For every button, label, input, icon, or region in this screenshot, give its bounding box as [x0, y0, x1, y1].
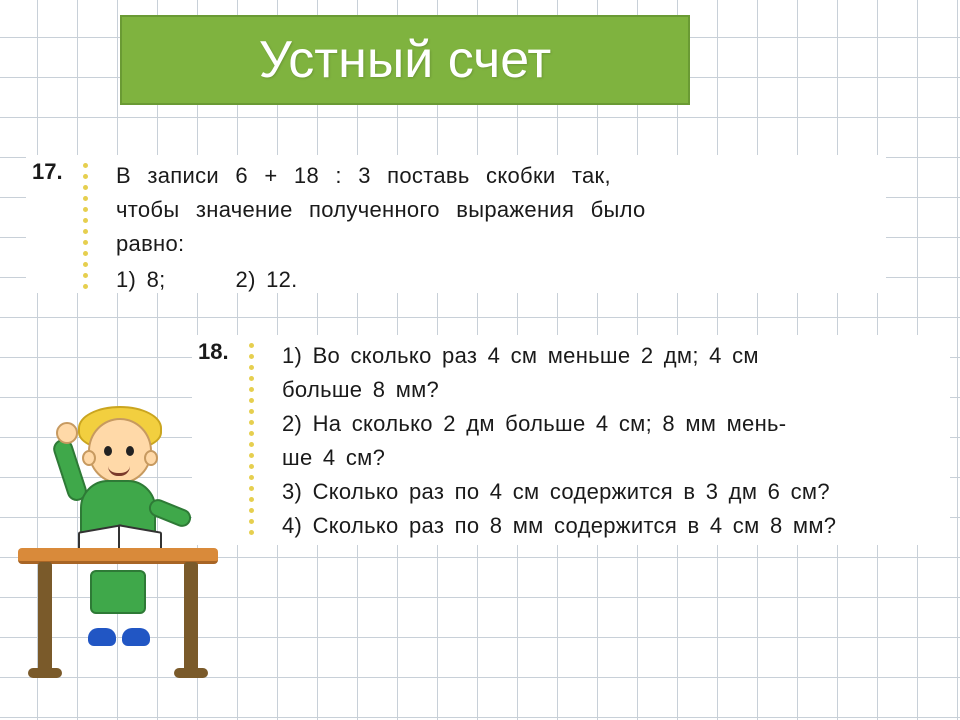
problem-text-line: равно: [116, 227, 886, 261]
problem-text-line: 1) Во сколько раз 4 см меньше 2 дм; 4 см [282, 339, 950, 373]
problem-text-line: ше 4 см? [282, 441, 950, 475]
answer-option: 2) 12. [236, 263, 298, 297]
problem-text-line: больше 8 мм? [282, 373, 950, 407]
problem-17: 17. В записи 6 + 18 : 3 поставь скобки т… [26, 155, 886, 293]
problem-number: 17. [26, 155, 76, 297]
problem-text-line: 4) Сколько раз по 8 мм содержится в 4 см… [282, 509, 950, 543]
answer-option: 1) 8; [116, 263, 166, 297]
page-title: Устный счет [259, 30, 551, 90]
boy-at-desk-illustration [8, 380, 228, 680]
title-box: Устный счет [120, 15, 690, 105]
problem-18: 18. 1) Во сколько раз 4 см меньше 2 дм; … [192, 335, 950, 545]
problem-text-line: чтобы значение полученного выражения был… [116, 193, 886, 227]
dotted-divider [76, 155, 94, 297]
problem-text-line: В записи 6 + 18 : 3 поставь скобки так, [116, 159, 886, 193]
problem-text-line: 3) Сколько раз по 4 см содержится в 3 дм… [282, 475, 950, 509]
dotted-divider [242, 335, 260, 544]
problem-text-line: 2) На сколько 2 дм больше 4 см; 8 мм мен… [282, 407, 950, 441]
